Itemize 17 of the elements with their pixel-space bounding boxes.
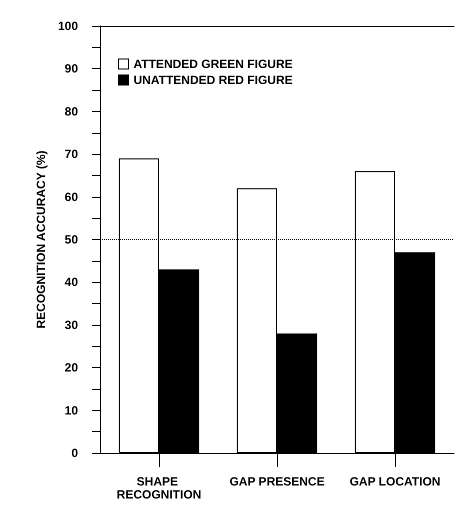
y-tick-label: 50 [64, 232, 78, 246]
legend-label: ATTENDED GREEN FIGURE [134, 57, 293, 71]
x-tick-label: GAP PRESENCE [229, 474, 325, 488]
y-tick-label: 30 [64, 318, 78, 332]
y-tick-label: 70 [64, 147, 78, 162]
y-tick-label: 10 [64, 403, 78, 418]
y-tick-label: 60 [64, 190, 78, 204]
x-tick-label: GAP LOCATION [350, 474, 440, 488]
y-tick-label: 80 [64, 104, 78, 118]
y-tick-label: 20 [64, 360, 78, 375]
y-tick-label: 0 [71, 446, 78, 460]
legend-label: UNATTENDED RED FIGURE [134, 73, 293, 87]
y-tick-label: 40 [64, 275, 78, 290]
y-tick-label: 100 [58, 19, 78, 33]
y-tick-label: 90 [64, 62, 78, 76]
y-axis-title: RECOGNITION ACCURACY (%) [34, 150, 48, 329]
x-tick-label: SHAPE RECOGNITION [116, 474, 202, 502]
